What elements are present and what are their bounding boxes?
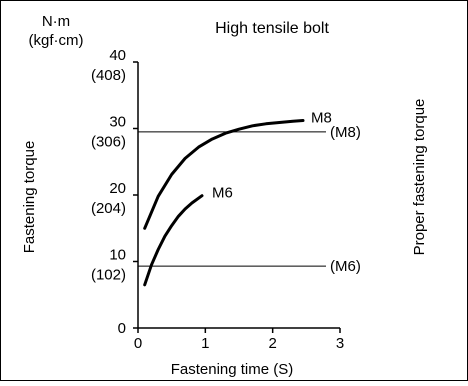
x-tick-label: 1 bbox=[201, 335, 209, 352]
y-tick-sublabel: (306) bbox=[91, 134, 126, 151]
y-axis-label: Fastening torque bbox=[21, 141, 38, 254]
y-tick-sublabel: (102) bbox=[91, 267, 126, 284]
series-line-m6 bbox=[143, 194, 204, 287]
x-tick-label: 0 bbox=[134, 335, 142, 352]
y-tick-sublabel: (408) bbox=[91, 67, 126, 84]
x-tick-label: 3 bbox=[336, 335, 344, 352]
series-label: M8 bbox=[311, 110, 332, 127]
reference-line-label: (M6) bbox=[330, 258, 361, 275]
unit-label-kgfcm: (kgf·cm) bbox=[29, 32, 84, 49]
reference-line-label: (M8) bbox=[330, 124, 361, 141]
unit-label-nm: N·m bbox=[42, 13, 70, 30]
plot-group: (M8) (M6) M8 M6 bbox=[138, 110, 361, 287]
y-tick-sublabel: (204) bbox=[91, 200, 126, 217]
y-tick-label: 20 bbox=[109, 180, 126, 197]
right-axis-label: Proper fastening torque bbox=[411, 99, 428, 256]
y-tick-label: 0 bbox=[118, 320, 126, 337]
y-tick-label: 10 bbox=[109, 247, 126, 264]
x-tick-label: 2 bbox=[268, 335, 276, 352]
y-tick-label: 40 bbox=[109, 47, 126, 64]
axes-group: 0 10 (102) 20 (204) 30 (306) 40 (408) 0 1 2 3 bbox=[91, 47, 344, 352]
chart-title: High tensile bolt bbox=[215, 20, 329, 37]
x-axis-label: Fastening time (S) bbox=[171, 361, 294, 378]
series-line-m8 bbox=[143, 119, 305, 230]
series-label: M6 bbox=[212, 185, 233, 202]
y-tick-label: 30 bbox=[109, 114, 126, 131]
